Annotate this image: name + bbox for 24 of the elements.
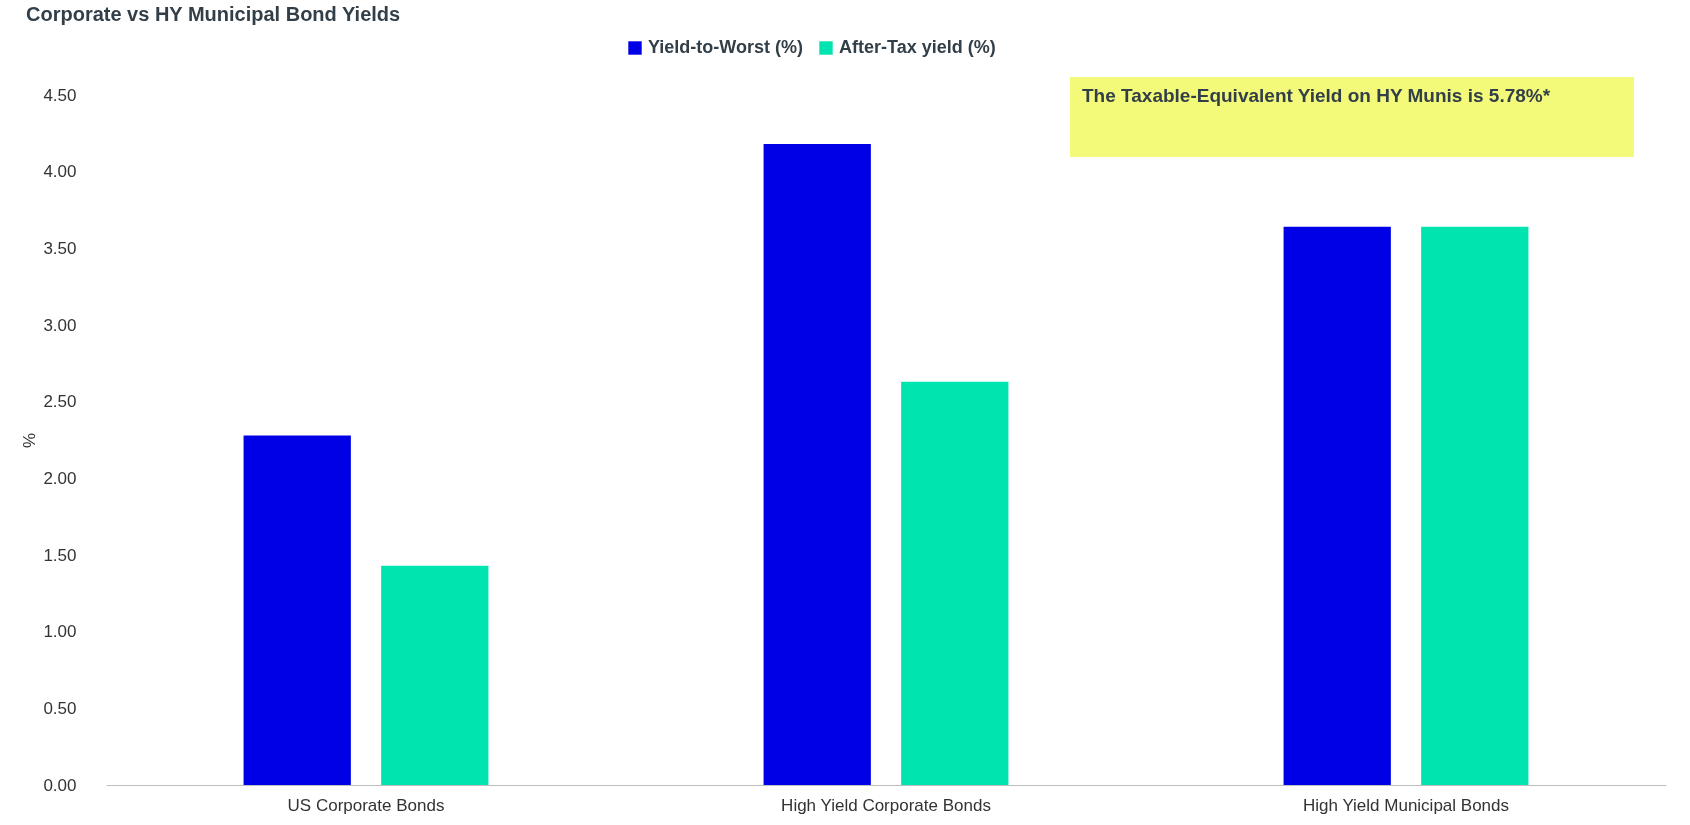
bar bbox=[1283, 226, 1391, 785]
y-tick-label: 1.50 bbox=[43, 545, 77, 565]
y-tick-label: 2.00 bbox=[43, 468, 77, 488]
y-tick-label: 3.00 bbox=[43, 315, 77, 335]
y-tick-label: 4.00 bbox=[43, 162, 77, 182]
bar bbox=[381, 565, 489, 785]
x-tick-label: High Yield Municipal Bonds bbox=[1302, 795, 1510, 815]
x-tick-label: High Yield Corporate Bonds bbox=[781, 795, 991, 815]
legend-label: Yield-to-Worst (%) bbox=[648, 37, 803, 57]
bar bbox=[243, 435, 351, 785]
bar bbox=[763, 144, 871, 785]
y-tick-label: 0.00 bbox=[43, 775, 77, 795]
chart-title: Corporate vs HY Municipal Bond Yields bbox=[26, 3, 401, 25]
legend-label: After-Tax yield (%) bbox=[839, 37, 996, 57]
y-tick-label: 0.50 bbox=[43, 698, 77, 718]
y-tick-label: 2.50 bbox=[43, 392, 77, 412]
y-tick-label: 4.50 bbox=[43, 85, 77, 105]
bar bbox=[1421, 226, 1529, 785]
y-axis-title: % bbox=[20, 432, 40, 449]
y-tick-label: 1.00 bbox=[43, 622, 77, 642]
y-tick-label: 3.50 bbox=[43, 238, 77, 258]
annotation: The Taxable-Equivalent Yield on HY Munis is 5.78%* bbox=[1081, 84, 1552, 108]
bar bbox=[901, 381, 1009, 785]
x-tick-label: US Corporate Bonds bbox=[287, 795, 445, 815]
